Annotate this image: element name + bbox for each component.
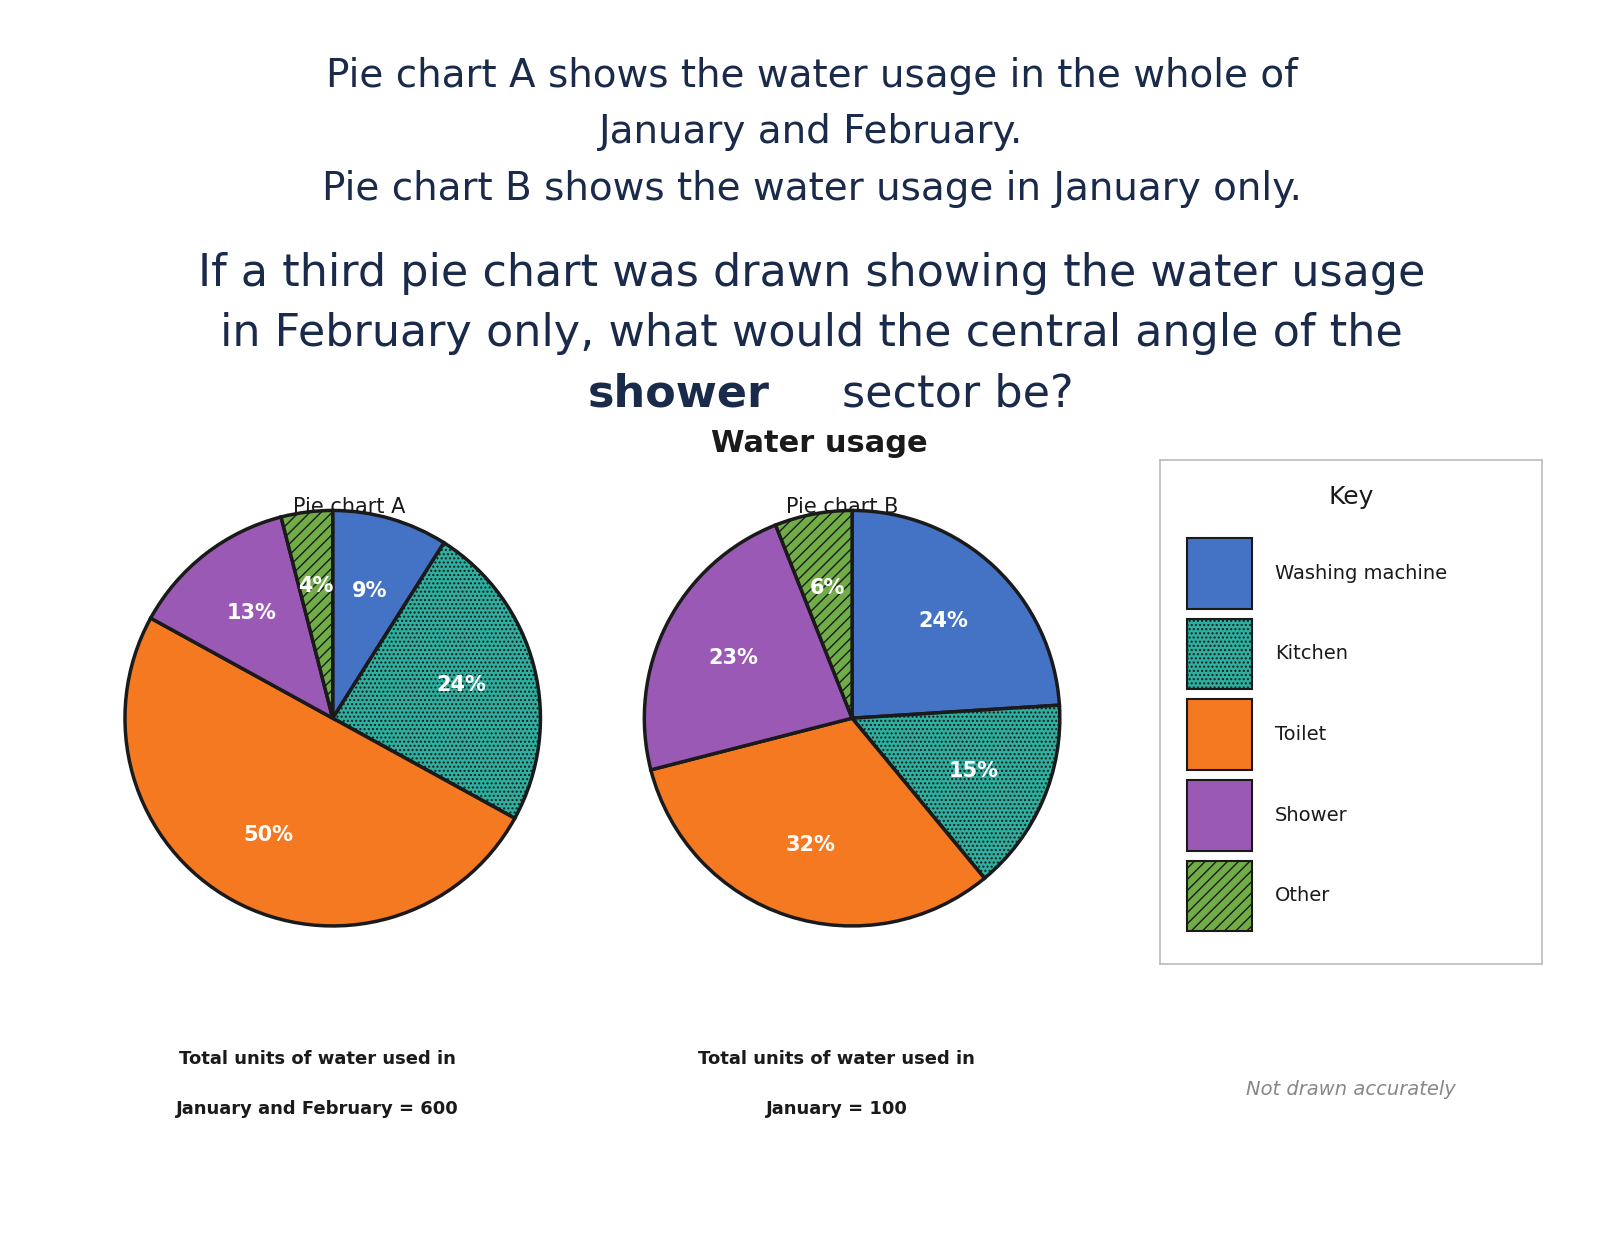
FancyBboxPatch shape xyxy=(1186,780,1251,850)
Text: Water usage: Water usage xyxy=(711,430,928,459)
Text: Shower: Shower xyxy=(1276,805,1347,825)
Text: Pie chart B: Pie chart B xyxy=(786,496,898,517)
Text: 4%: 4% xyxy=(299,576,334,596)
Text: sector be?: sector be? xyxy=(842,373,1073,416)
Text: 50%: 50% xyxy=(243,825,294,844)
Text: Toilet: Toilet xyxy=(1276,724,1326,745)
FancyBboxPatch shape xyxy=(1186,619,1251,689)
Text: Pie chart B shows the water usage in January only.: Pie chart B shows the water usage in Jan… xyxy=(321,170,1302,208)
Text: 13%: 13% xyxy=(226,604,276,624)
Wedge shape xyxy=(333,543,540,818)
Text: Pie chart A shows the water usage in the whole of: Pie chart A shows the water usage in the… xyxy=(326,57,1297,94)
Wedge shape xyxy=(333,510,445,718)
Text: Pie chart A: Pie chart A xyxy=(294,496,406,517)
Wedge shape xyxy=(852,706,1060,878)
Text: Total units of water used in: Total units of water used in xyxy=(179,1050,456,1068)
Text: 6%: 6% xyxy=(810,577,846,597)
FancyBboxPatch shape xyxy=(1186,861,1251,931)
Text: Not drawn accurately: Not drawn accurately xyxy=(1246,1080,1456,1099)
Wedge shape xyxy=(852,510,1060,718)
Text: 32%: 32% xyxy=(786,834,836,854)
FancyBboxPatch shape xyxy=(1186,538,1251,609)
Text: Total units of water used in: Total units of water used in xyxy=(698,1050,975,1068)
Text: If a third pie chart was drawn showing the water usage: If a third pie chart was drawn showing t… xyxy=(198,252,1425,295)
Text: 23%: 23% xyxy=(709,648,758,668)
Text: 24%: 24% xyxy=(919,611,967,631)
Text: 9%: 9% xyxy=(352,581,388,601)
Text: Other: Other xyxy=(1276,886,1331,906)
Text: January and February.: January and February. xyxy=(599,113,1024,151)
Text: 24%: 24% xyxy=(437,675,487,696)
Text: Key: Key xyxy=(1329,485,1373,509)
Text: shower: shower xyxy=(588,373,769,416)
Text: in February only, what would the central angle of the: in February only, what would the central… xyxy=(221,312,1402,355)
Text: Washing machine: Washing machine xyxy=(1276,563,1448,583)
FancyBboxPatch shape xyxy=(1186,699,1251,770)
Text: January and February = 600: January and February = 600 xyxy=(175,1100,459,1119)
Wedge shape xyxy=(151,517,333,718)
Text: January = 100: January = 100 xyxy=(766,1100,907,1119)
Wedge shape xyxy=(125,619,514,926)
Text: 15%: 15% xyxy=(949,761,1000,781)
Wedge shape xyxy=(651,718,985,926)
Text: Kitchen: Kitchen xyxy=(1276,644,1347,664)
Wedge shape xyxy=(644,525,852,770)
Wedge shape xyxy=(776,510,852,718)
Wedge shape xyxy=(281,510,333,718)
